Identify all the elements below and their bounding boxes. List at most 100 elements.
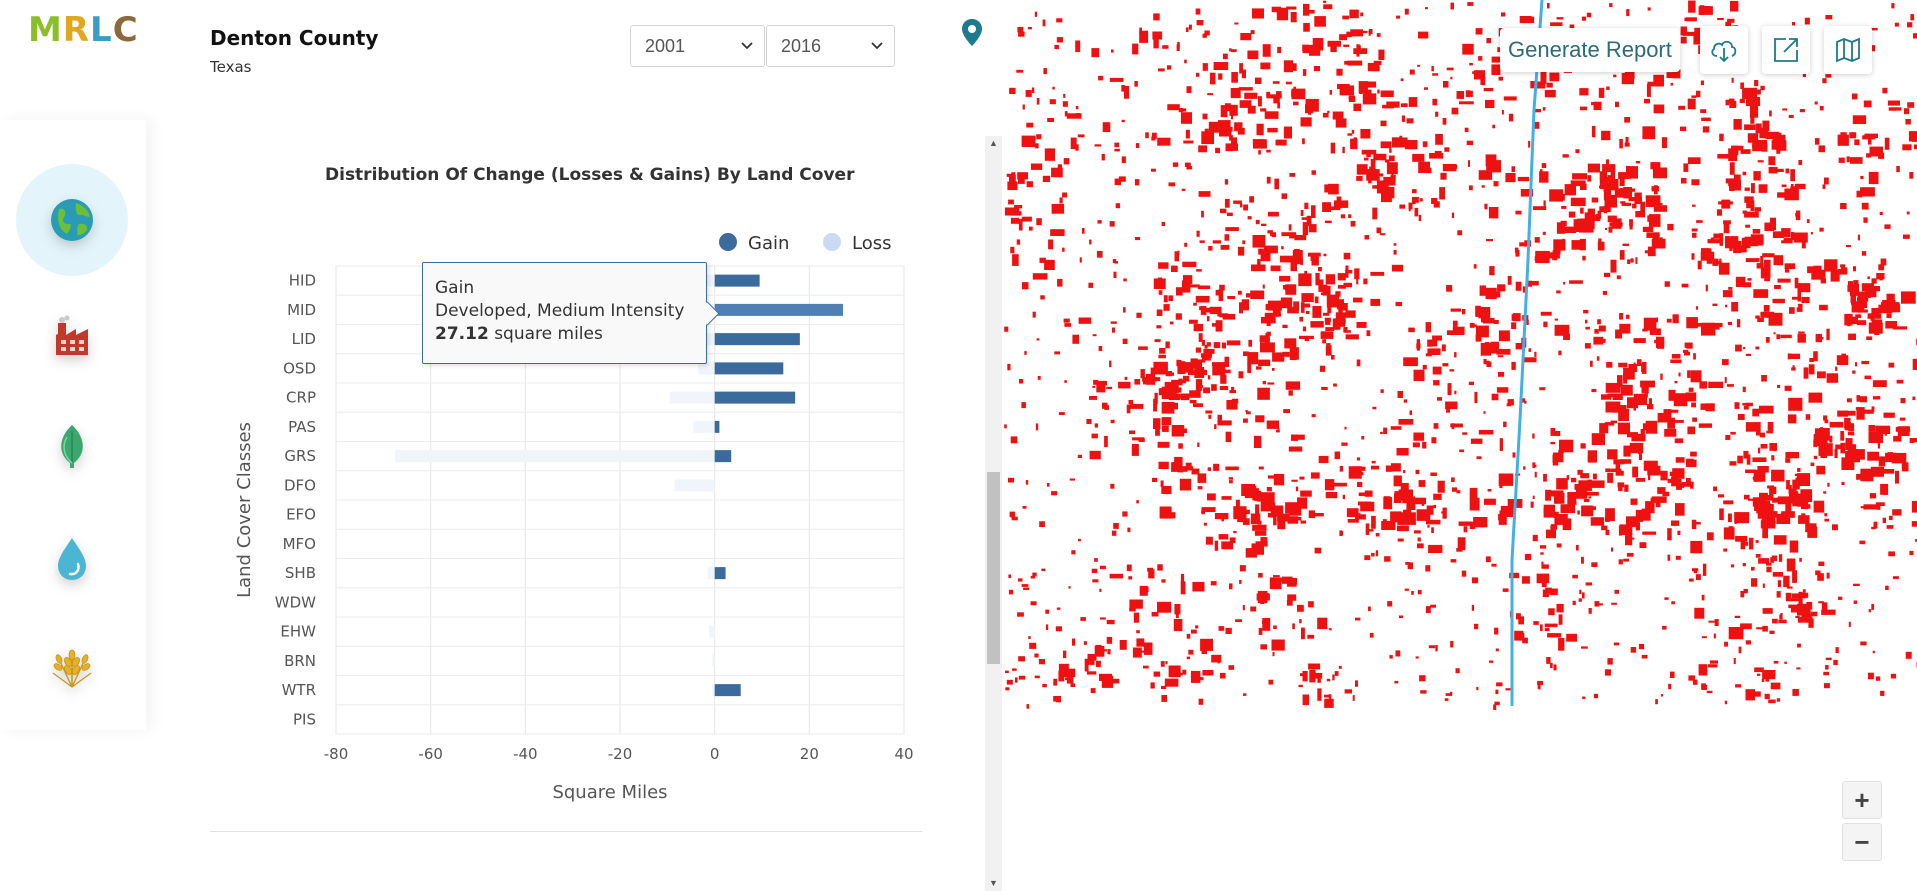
nav-item-water[interactable] (16, 503, 128, 615)
change-map-canvas[interactable] (1004, 0, 1917, 891)
change-pixel (1498, 330, 1510, 342)
download-button[interactable] (1700, 26, 1748, 74)
change-pixel (1044, 148, 1055, 161)
scroll-down-arrow-icon[interactable]: ▼ (989, 878, 998, 888)
change-pixel (1285, 502, 1299, 514)
change-pixel (1728, 513, 1732, 523)
change-pixel (1669, 419, 1684, 423)
change-pixel (1054, 351, 1061, 355)
change-pixel (1234, 122, 1243, 132)
change-pixel (1585, 319, 1588, 324)
change-pixel (1051, 491, 1058, 496)
change-pixel (1623, 373, 1628, 384)
change-pixel (1474, 623, 1479, 630)
change-pixel (1161, 579, 1166, 583)
location-pin-icon[interactable] (960, 18, 984, 48)
change-pixel (1101, 675, 1114, 688)
change-pixel (1690, 481, 1694, 489)
change-pixel (1515, 343, 1523, 350)
change-pixel (1607, 179, 1619, 191)
change-pixel (1171, 265, 1178, 272)
change-pixel (1615, 464, 1621, 473)
change-pixel (1739, 98, 1745, 103)
change-pixel (1303, 3, 1310, 16)
change-pixel (1021, 282, 1029, 290)
open-external-button[interactable] (1762, 26, 1810, 74)
change-pixel (1143, 665, 1149, 669)
zoom-out-button[interactable]: − (1842, 823, 1882, 861)
change-map[interactable] (1004, 0, 1917, 891)
change-pixel (1574, 484, 1588, 490)
change-pixel (1165, 371, 1173, 377)
change-pixel (1747, 133, 1759, 143)
change-pixel (1806, 219, 1810, 223)
change-pixel (1351, 129, 1355, 134)
change-pixel (1077, 454, 1082, 458)
start-year-select[interactable]: 2001 (630, 25, 765, 67)
change-pixel (1211, 384, 1217, 391)
scroll-up-arrow-icon[interactable]: ▲ (989, 138, 998, 148)
change-pixel (1906, 211, 1910, 215)
change-pixel (1626, 552, 1634, 557)
change-pixel (1543, 321, 1548, 328)
change-pixel (1383, 496, 1391, 502)
panel-scrollbar[interactable]: ▲ ▼ (985, 136, 1002, 891)
change-pixel (1136, 630, 1140, 634)
change-pixel (1532, 534, 1538, 542)
y-tick-label: SHB (285, 564, 316, 582)
end-year-select[interactable]: 2016 (766, 25, 895, 67)
change-pixel (1183, 140, 1194, 144)
change-pixel (1681, 283, 1689, 288)
change-pixel (1017, 26, 1024, 33)
change-pixel (1882, 300, 1896, 307)
nav-item-urban[interactable] (16, 280, 128, 392)
change-pixel (1579, 106, 1588, 111)
change-pixel (1370, 505, 1374, 511)
change-pixel (1849, 132, 1857, 139)
change-pixel (1728, 98, 1735, 103)
mrlc-logo[interactable]: MRLC (28, 10, 139, 50)
water-drop-icon (58, 538, 86, 580)
change-pixel (1356, 457, 1361, 461)
map-layers-button[interactable] (1824, 26, 1872, 74)
change-pixel (1599, 423, 1609, 434)
nav-item-forest[interactable] (16, 390, 128, 502)
change-pixel (1380, 141, 1392, 149)
change-pixel (1610, 170, 1616, 181)
change-pixel (1776, 140, 1787, 151)
scroll-thumb[interactable] (987, 472, 1000, 664)
change-pixel (1277, 46, 1282, 54)
change-pixel (1642, 126, 1656, 140)
change-pixel (1301, 217, 1309, 220)
change-pixel (1352, 695, 1355, 701)
change-pixel (1870, 317, 1875, 321)
change-pixel (1703, 6, 1711, 13)
change-pixel (1907, 22, 1913, 28)
change-pixel (1835, 647, 1839, 653)
y-axis-title: Land Cover Classes (234, 422, 255, 598)
change-pixel (1255, 366, 1262, 370)
change-pixel (1331, 355, 1335, 360)
nav-item-agriculture[interactable] (16, 613, 128, 725)
change-pixel (1824, 513, 1828, 517)
change-pixel (1792, 365, 1795, 369)
change-pixel (1647, 7, 1651, 11)
change-pixel (1901, 291, 1916, 304)
change-pixel (1740, 590, 1745, 598)
change-pixel (1536, 573, 1550, 584)
change-pixel (1697, 260, 1702, 270)
generate-report-button[interactable]: Generate Report (1500, 28, 1680, 72)
change-pixel (1552, 454, 1564, 463)
change-pixel (1594, 338, 1606, 343)
change-pixel (1915, 539, 1917, 542)
nav-item-land-cover[interactable] (16, 164, 128, 276)
change-pixel (1556, 17, 1564, 20)
change-pixel (1213, 463, 1220, 471)
change-pixel (1259, 335, 1268, 343)
change-pixel (1785, 598, 1801, 602)
change-pixel (1134, 379, 1141, 385)
change-pixel (1260, 342, 1275, 353)
zoom-in-button[interactable]: + (1842, 781, 1882, 819)
change-pixel (1603, 205, 1607, 214)
change-pixel (1604, 669, 1612, 676)
